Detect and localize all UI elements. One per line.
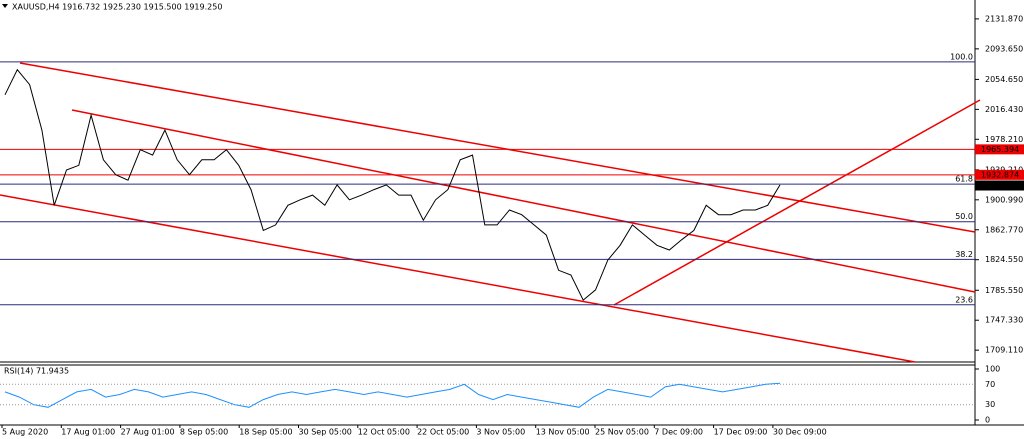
time-label: 30 Sep 05:00 — [299, 428, 352, 437]
rsi-tick-label: 30 — [985, 400, 995, 409]
rsi-title: RSI(14) 71.9435 — [4, 367, 69, 376]
time-label: 17 Dec 09:00 — [714, 428, 768, 437]
collapse-icon — [2, 4, 8, 8]
time-label: 13 Nov 05:00 — [536, 428, 590, 437]
time-label: 27 Aug 01:00 — [121, 428, 175, 437]
fib-level-label: 38.2 — [955, 250, 973, 259]
channel-line — [71, 109, 976, 293]
fib-level-label: 61.8 — [955, 175, 973, 184]
time-label: 5 Aug 2020 — [2, 428, 48, 437]
price-line — [4, 68, 781, 301]
time-label: 25 Nov 05:00 — [595, 428, 649, 437]
price-tick-label: 1900.990 — [985, 195, 1023, 204]
price-label-box — [975, 144, 1024, 155]
price-tick-label: 2054.650 — [985, 75, 1023, 84]
time-label: 22 Oct 05:00 — [417, 428, 469, 437]
trend-lines — [0, 62, 981, 363]
rsi-tick-label: 100 — [985, 365, 1000, 374]
price-tick-label: 1747.330 — [985, 316, 1023, 325]
current-price-box — [975, 180, 1024, 191]
price-tick-label: 2131.870 — [985, 14, 1023, 23]
price-label-box — [975, 169, 1024, 180]
channel-line — [0, 194, 916, 363]
price-label: 1932.874 — [981, 170, 1019, 179]
time-label: 7 Dec 09:00 — [654, 428, 703, 437]
rsi-tick-label: 70 — [985, 380, 995, 389]
price-label: 1965.394 — [981, 145, 1019, 154]
time-label: 12 Oct 05:00 — [358, 428, 410, 437]
price-tick-label: 1978.210 — [985, 135, 1023, 144]
fib-level-label: 100.0 — [950, 52, 973, 61]
time-label: 18 Sep 05:00 — [239, 428, 292, 437]
time-label: 30 Dec 09:00 — [773, 428, 827, 437]
price-tick-label: 1785.550 — [985, 286, 1023, 295]
price-tick-label: 2016.430 — [985, 105, 1023, 114]
time-label: 3 Nov 05:00 — [476, 428, 525, 437]
time-label: 8 Sep 05:00 — [180, 428, 228, 437]
trend-line — [613, 99, 981, 306]
current-price-label: 1919.250 — [981, 181, 1019, 190]
channel-line — [19, 62, 976, 233]
rsi-line — [4, 382, 781, 408]
price-tick-label: 1824.550 — [985, 255, 1023, 264]
price-tick-label: 1862.770 — [985, 225, 1023, 234]
price-tick-label: 1709.110 — [985, 346, 1023, 355]
chart-header: XAUUSD,H4 1916.732 1925.230 1915.500 191… — [12, 3, 222, 12]
price-tick-label: 2093.650 — [985, 44, 1023, 53]
time-label: 17 Aug 01:00 — [61, 428, 115, 437]
fib-level-label: 50.0 — [955, 212, 973, 221]
fib-level-label: 23.6 — [955, 295, 973, 304]
rsi-tick-label: 0 — [985, 416, 990, 425]
